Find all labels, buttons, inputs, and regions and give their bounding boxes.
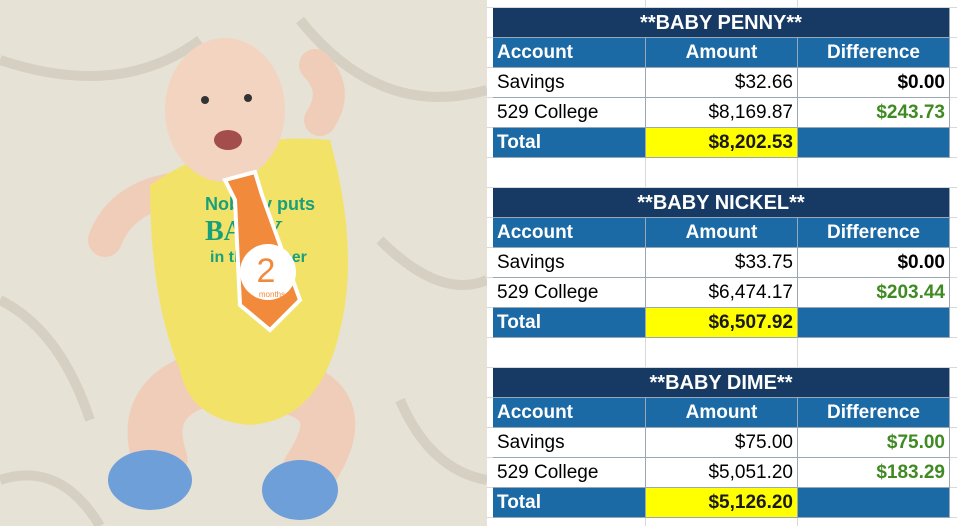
account-cell: 529 College (493, 98, 646, 128)
difference-cell: $75.00 (798, 428, 950, 458)
total-amount: $8,202.53 (646, 128, 798, 158)
total-label: Total (493, 128, 646, 158)
head (165, 38, 285, 182)
account-cell: Savings (493, 428, 646, 458)
table-title: **BABY NICKEL** (493, 188, 950, 218)
total-amount: $6,507.92 (646, 308, 798, 338)
header-cell: Amount (646, 398, 798, 428)
account-cell: Savings (493, 248, 646, 278)
tie-badge (240, 244, 296, 300)
blanket-folds (0, 16, 487, 526)
left-sock (108, 450, 192, 510)
amount-cell: $75.00 (646, 428, 798, 458)
header-cell: Amount (646, 218, 798, 248)
baby-photo: Nobody puts BABY in the corner 2 months (0, 0, 487, 526)
tie-number: 2 (257, 252, 276, 290)
difference-cell: $243.73 (798, 98, 950, 128)
right-sock (262, 460, 338, 520)
tie-unit: months (259, 290, 285, 299)
header-cell: Difference (798, 398, 950, 428)
total-blank (798, 308, 950, 338)
total-amount: $5,126.20 (646, 488, 798, 518)
header-cell: Account (493, 398, 646, 428)
difference-cell: $183.29 (798, 458, 950, 488)
total-label: Total (493, 488, 646, 518)
amount-cell: $8,169.87 (646, 98, 798, 128)
amount-cell: $6,474.17 (646, 278, 798, 308)
account-cell: 529 College (493, 458, 646, 488)
header-cell: Account (493, 218, 646, 248)
total-blank (798, 128, 950, 158)
header-cell: Amount (646, 38, 798, 68)
amount-cell: $32.66 (646, 68, 798, 98)
difference-cell: $0.00 (798, 248, 950, 278)
header-cell: Account (493, 38, 646, 68)
header-cell: Difference (798, 38, 950, 68)
eye (244, 94, 252, 102)
right-arm (299, 49, 345, 136)
account-cell: 529 College (493, 278, 646, 308)
account-cell: Savings (493, 68, 646, 98)
header-cell: Difference (798, 218, 950, 248)
total-label: Total (493, 308, 646, 338)
table-title: **BABY PENNY** (493, 8, 950, 38)
mouth (214, 130, 242, 150)
amount-cell: $33.75 (646, 248, 798, 278)
total-blank (798, 488, 950, 518)
spreadsheet: **BABY PENNY** Account Amount Difference Sav… (487, 0, 957, 526)
amount-cell: $5,051.20 (646, 458, 798, 488)
difference-cell: $203.44 (798, 278, 950, 308)
difference-cell: $0.00 (798, 68, 950, 98)
table-title: **BABY DIME** (493, 368, 950, 398)
eye (201, 96, 209, 104)
